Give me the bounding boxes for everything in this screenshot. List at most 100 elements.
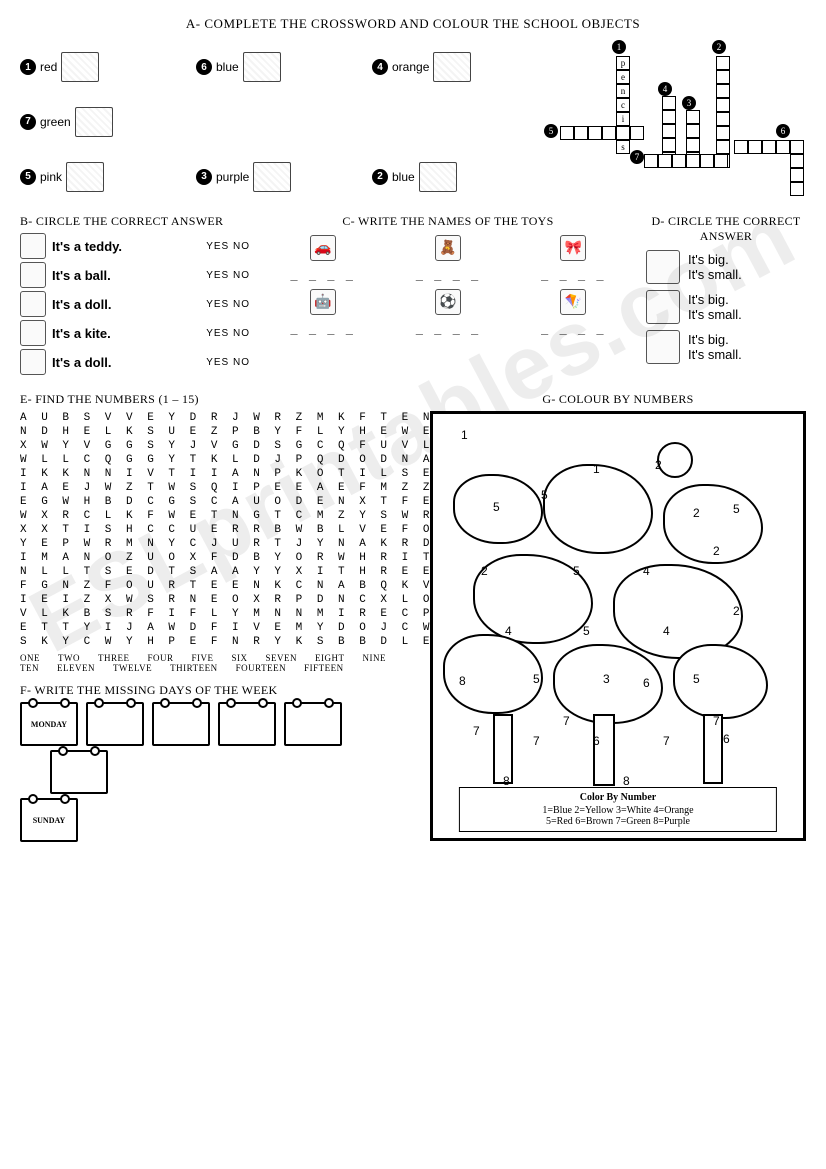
toy-icon: 🎀	[560, 235, 586, 261]
clue-5: 5 pink	[20, 151, 186, 202]
color-legend: Color By Number 1=Blue 2=Yellow 3=White …	[459, 787, 777, 832]
clue-num: 1	[20, 59, 36, 75]
region-number: 2	[655, 458, 662, 472]
clue-color: orange	[392, 60, 429, 74]
statement-row[interactable]: It's a kite.YES NO	[20, 320, 250, 346]
object-icon	[433, 52, 471, 82]
legend-line: 5=Red 6=Brown 7=Green 8=Purple	[468, 816, 768, 827]
region-number: 7	[663, 734, 670, 748]
clue-color: blue	[392, 170, 415, 184]
region-number: 5	[493, 500, 500, 514]
section-f: MONDAY SUNDAY	[20, 702, 420, 842]
region-number: 4	[505, 624, 512, 638]
calendar-day[interactable]	[284, 702, 342, 746]
toy-row: 🚗 🧸 🎀	[260, 235, 636, 261]
section-e-title: E- FIND THE NUMBERS (1 – 15)	[20, 392, 420, 407]
calendar-day[interactable]	[86, 702, 144, 746]
region-number: 5	[693, 672, 700, 686]
number-word: NINE	[363, 653, 387, 663]
clue-num: 3	[196, 169, 212, 185]
toy-icon: 🪁	[560, 289, 586, 315]
statement-row[interactable]: It's a doll. YES NO	[20, 291, 250, 317]
yes-no[interactable]: YES NO	[206, 299, 250, 310]
blank-row[interactable]: _ _ _ __ _ _ __ _ _ _	[260, 321, 636, 335]
toy-icon	[20, 291, 46, 317]
toy-icon: ⚽	[435, 289, 461, 315]
object-icon	[61, 52, 99, 82]
region-number: 7	[713, 714, 720, 728]
clue-num: 4	[372, 59, 388, 75]
region-number: 5	[583, 624, 590, 638]
region-number: 8	[503, 774, 510, 788]
yes-no[interactable]: YES NO	[206, 357, 250, 368]
clue-grid: 1red 6blue 4orange 7green 5pink 3purple …	[20, 42, 538, 202]
object-icon	[419, 162, 457, 192]
toy-icon: 🤖	[310, 289, 336, 315]
toy-icon	[20, 233, 46, 259]
yes-no[interactable]: YES NO	[206, 270, 250, 281]
clue-num: 7	[20, 114, 36, 130]
region-number: 2	[693, 506, 700, 520]
region-number: 1	[593, 462, 600, 476]
statement-text: It's a teddy.	[52, 239, 122, 254]
size-item[interactable]: It's big.It's small.	[646, 290, 806, 324]
number-word: FIFTEEN	[304, 663, 344, 673]
toy-icon: 🧸	[435, 235, 461, 261]
region-number: 4	[663, 624, 670, 638]
region-number: 5	[573, 564, 580, 578]
statement-row[interactable]: It's a teddy. YES NO	[20, 233, 250, 259]
yes-no[interactable]: YES NO	[206, 328, 250, 339]
calendar-day[interactable]	[218, 702, 276, 746]
toy-icon	[20, 320, 46, 346]
clue-2: 2 blue	[372, 151, 538, 202]
number-word: TEN	[20, 663, 39, 673]
size-options: It's big.It's small.	[688, 292, 742, 322]
calendar-day[interactable]	[50, 750, 108, 794]
clue-color: blue	[216, 60, 239, 74]
yes-no[interactable]: YES NO	[206, 241, 250, 252]
size-item[interactable]: It's big.It's small.	[646, 330, 806, 364]
region-number: 7	[563, 714, 570, 728]
calendar-day[interactable]	[152, 702, 210, 746]
section-f-title: F- WRITE THE MISSING DAYS OF THE WEEK	[20, 683, 420, 698]
legend-line: 1=Blue 2=Yellow 3=White 4=Orange	[468, 805, 768, 816]
clue-3: 3purple	[196, 151, 362, 202]
object-icon	[66, 162, 104, 192]
calendar-day[interactable]: SUNDAY	[20, 798, 78, 842]
section-a: 1red 6blue 4orange 7green 5pink 3purple …	[20, 42, 806, 202]
size-options: It's big.It's small.	[688, 332, 742, 362]
section-c-title: C- WRITE THE NAMES OF THE TOYS	[260, 214, 636, 229]
section-b: B- CIRCLE THE CORRECT ANSWER It's a tedd…	[20, 208, 250, 378]
region-number: 5	[733, 502, 740, 516]
object-icon	[75, 107, 113, 137]
number-word: ONE	[20, 653, 40, 663]
statement-row[interactable]: It's a ball. YES NO	[20, 262, 250, 288]
region-number: 4	[643, 564, 650, 578]
region-number: 1	[461, 428, 468, 442]
number-word: THIRTEEN	[170, 663, 217, 673]
region-number: 8	[623, 774, 630, 788]
size-item[interactable]: It's big.It's small.	[646, 250, 806, 284]
section-a-title: A- COMPLETE THE CROSSWORD AND COLOUR THE…	[20, 16, 806, 32]
number-word: EIGHT	[315, 653, 345, 663]
section-c: C- WRITE THE NAMES OF THE TOYS 🚗 🧸 🎀 _ _…	[260, 208, 636, 378]
clue-num: 5	[20, 169, 36, 185]
clue-num: 2	[372, 169, 388, 185]
number-word: TWELVE	[113, 663, 152, 673]
crossword-grid[interactable]: 1pencils254367	[546, 42, 806, 202]
wordsearch-grid[interactable]: A U B S V V E Y D R J W R Z M K F T E N …	[20, 411, 420, 649]
number-word: FIVE	[192, 653, 214, 663]
legend-title: Color By Number	[468, 792, 768, 803]
section-d-title: D- CIRCLE THE CORRECT ANSWER	[646, 214, 806, 244]
section-g-title: G- COLOUR BY NUMBERS	[430, 392, 806, 407]
number-word: ELEVEN	[57, 663, 95, 673]
blank-row[interactable]: _ _ _ __ _ _ __ _ _ _	[260, 267, 636, 281]
clue-color: pink	[40, 170, 62, 184]
toy-icon	[20, 262, 46, 288]
calendar-day[interactable]: MONDAY	[20, 702, 78, 746]
statement-text: It's a ball.	[52, 268, 111, 283]
clue-6: 6blue	[196, 42, 362, 93]
statement-row[interactable]: It's a doll.YES NO	[20, 349, 250, 375]
color-by-number-picture[interactable]: Color By Number 1=Blue 2=Yellow 3=White …	[430, 411, 806, 841]
statement-text: It's a doll.	[52, 297, 111, 312]
